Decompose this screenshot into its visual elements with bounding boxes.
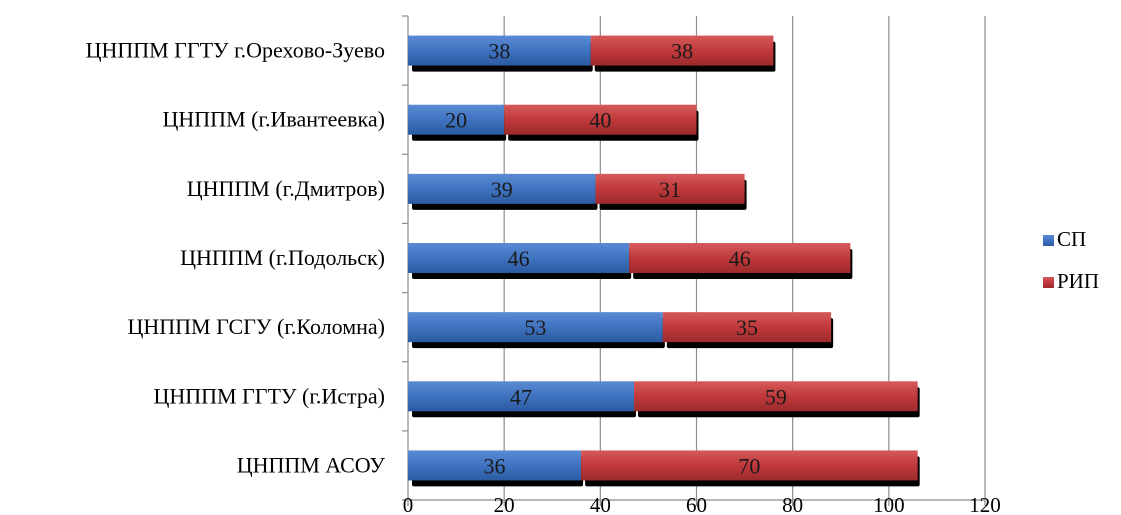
data-label: 46 (508, 246, 530, 271)
bar-rip (633, 381, 918, 412)
data-label: 39 (491, 177, 513, 202)
category-label: ЦНППМ (г.Дмитров) (187, 176, 385, 201)
category-label: ЦНППМ (г.Ивантеевка) (163, 107, 385, 132)
bar-rip (590, 35, 774, 66)
data-label: 35 (736, 315, 758, 340)
legend-label: РИП (1057, 269, 1099, 293)
bar-rip (662, 312, 832, 343)
x-tick-label: 20 (494, 493, 515, 515)
x-tick-label: 100 (873, 493, 905, 515)
category-label: ЦНППМ ГСГУ (г.Коломна) (127, 314, 385, 339)
data-label: 40 (589, 108, 611, 133)
category-label: ЦНППМ (г.Подольск) (180, 245, 385, 270)
bar-rip (629, 243, 851, 273)
x-tick-label: 80 (782, 493, 803, 515)
x-tick-label: 40 (590, 493, 611, 515)
bar-sp (408, 104, 505, 135)
bar-rip (595, 173, 745, 204)
data-label: 46 (729, 246, 751, 271)
category-labels: ЦНППМ ГГТУ г.Орехово-Зуево ЦНППМ (г.Ивант… (86, 38, 386, 478)
x-tick-labels: 0 20 40 60 80 100 120 (403, 493, 1001, 515)
bar-sp (408, 312, 663, 343)
bars (408, 35, 918, 481)
data-label: 20 (445, 108, 467, 133)
data-label: 59 (765, 384, 787, 409)
legend-swatch (1043, 277, 1054, 288)
bar-sp (408, 243, 630, 273)
x-tick-label: 120 (969, 493, 1001, 515)
data-label: 53 (524, 315, 546, 340)
bar-sp (408, 173, 596, 204)
x-tick-label: 0 (403, 493, 414, 515)
legend-label: СП (1057, 227, 1086, 251)
category-label: ЦНППМ ГГТУ г.Орехово-Зуево (86, 38, 385, 63)
bar-sp (408, 381, 634, 412)
bar-sp (408, 450, 582, 481)
legend-swatch (1043, 235, 1054, 246)
bar-sp (408, 35, 591, 66)
data-label: 38 (671, 39, 693, 64)
data-labels: 38 38 20 40 39 31 46 46 53 35 47 59 36 70 (445, 39, 787, 479)
category-label: ЦНППМ ГГТУ (г.Истра) (153, 383, 385, 408)
data-label: 38 (488, 39, 510, 64)
legend: СП РИП (1043, 227, 1099, 293)
category-label: ЦНППМ АСОУ (237, 452, 386, 477)
data-label: 47 (510, 384, 532, 409)
x-tick-label: 60 (686, 493, 707, 515)
data-label: 70 (738, 453, 760, 478)
bar-rip (581, 450, 918, 481)
data-label: 31 (659, 177, 681, 202)
data-label: 36 (484, 453, 506, 478)
bar-rip (504, 104, 697, 135)
